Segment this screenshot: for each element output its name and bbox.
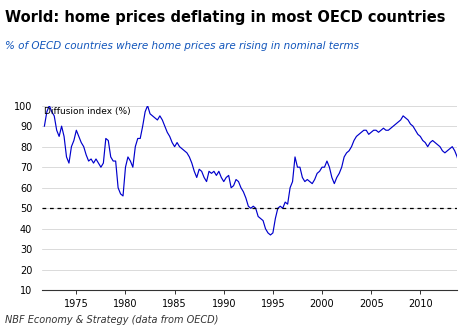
Text: Diffusion index (%): Diffusion index (%) [44,108,130,116]
Text: World: home prices deflating in most OECD countries: World: home prices deflating in most OEC… [5,10,445,25]
Text: % of OECD countries where home prices are rising in nominal terms: % of OECD countries where home prices ar… [5,41,359,51]
Text: NBF Economy & Strategy (data from OECD): NBF Economy & Strategy (data from OECD) [5,315,218,325]
